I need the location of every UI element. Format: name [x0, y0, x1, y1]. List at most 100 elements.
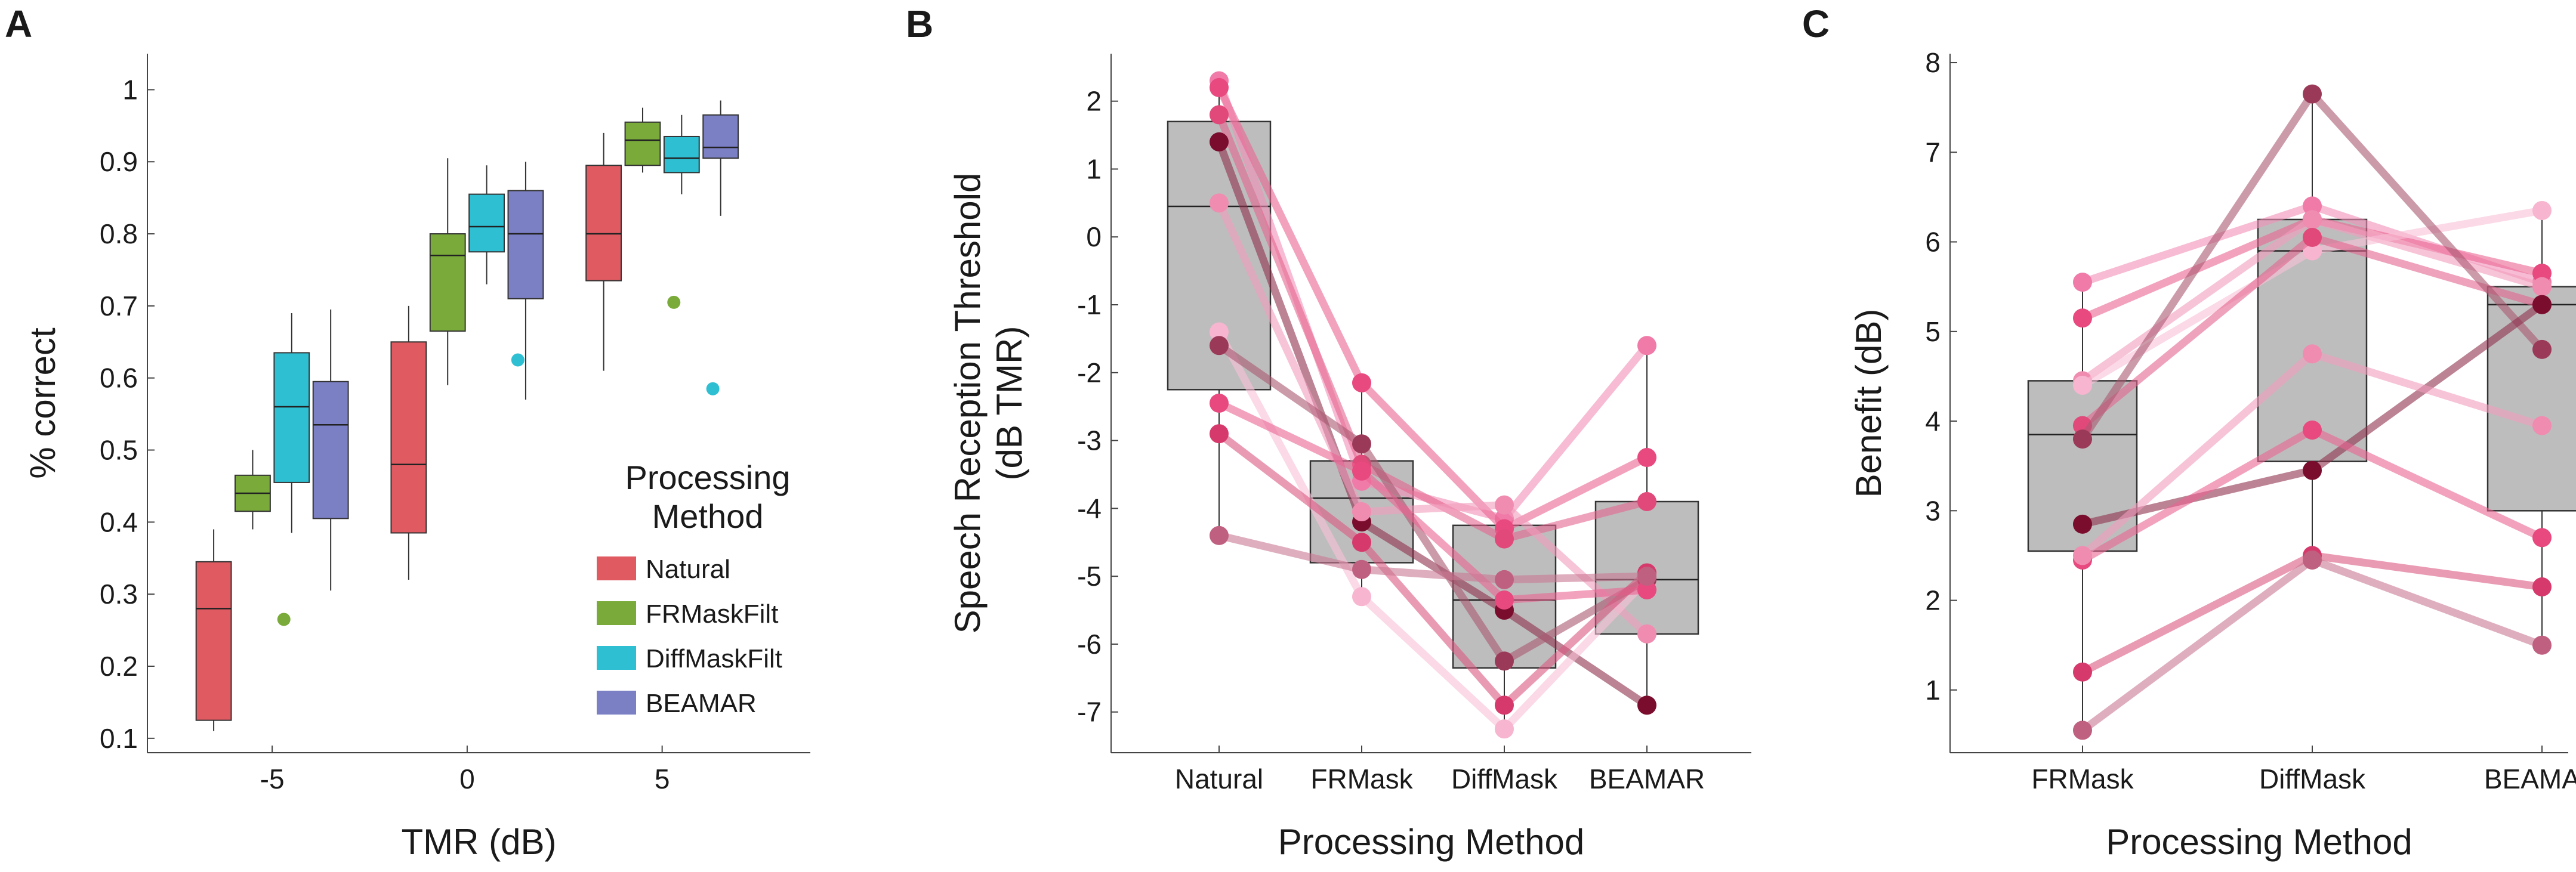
y-tick-label: 1: [1086, 153, 1102, 184]
subject-point: [1495, 651, 1514, 671]
y-tick-label: 0.6: [100, 363, 138, 394]
subject-point: [1210, 132, 1229, 151]
subject-line-s11: [2078, 556, 2546, 734]
subject-point: [1495, 590, 1514, 610]
subject-point: [2532, 295, 2552, 314]
subject-point: [2073, 308, 2092, 328]
box-natural: [585, 165, 622, 282]
box-natural: [195, 561, 232, 721]
box-diffmaskfilt: [273, 352, 310, 483]
subject-point: [2532, 577, 2552, 597]
box-beamar: [2486, 286, 2576, 512]
y-tick-label: 0.8: [100, 218, 138, 249]
x-tick-label: FRMask: [1310, 763, 1413, 794]
y-tick-label: 5: [1925, 316, 1941, 347]
panel-letter-b: B: [906, 2, 933, 45]
subject-point: [1210, 394, 1229, 413]
y-tick-label: 0.1: [100, 723, 138, 754]
panel-b-axes: 2 1 0 -1 -2 -3 -4 -5 -6 -7 Natural FRMask DiffMask BE…: [1077, 54, 1751, 794]
subject-point: [2303, 420, 2322, 440]
panel-c-axes: 1 2 3 4 5 6 7 8 FRMask DiffMask BEAMAR: [1925, 47, 2576, 794]
box-frmaskfilt: [429, 233, 466, 332]
legend-title-line-2: Method: [652, 497, 764, 535]
subject-point: [1210, 336, 1229, 355]
x-tick-label: 5: [655, 763, 670, 794]
subject-point: [2532, 416, 2552, 435]
y-tick-label: -7: [1077, 697, 1102, 728]
subject-point: [2303, 550, 2322, 570]
y-tick-label: 4: [1925, 406, 1941, 437]
panel-c-y-axis-label: Benefit (dB): [1849, 309, 1889, 498]
y-tick-label: 1: [1925, 675, 1941, 706]
legend-entry-beamar: BEAMAR: [646, 689, 757, 718]
outlier-point: [706, 382, 720, 395]
box-diffmaskfilt: [468, 193, 505, 253]
legend-entry-natural: Natural: [646, 555, 730, 584]
y-tick-label: 0.5: [100, 435, 138, 466]
box-beamar: [312, 381, 349, 520]
subject-point: [1352, 559, 1371, 579]
panel-letter-c: C: [1802, 2, 1830, 45]
subject-point: [2532, 277, 2552, 296]
x-tick-label: 0: [459, 763, 475, 794]
panel-b-y-axis-label-line-2: (dB TMR): [989, 326, 1029, 481]
subject-point: [2073, 375, 2092, 395]
panel-letter-a: A: [5, 2, 32, 45]
subject-point: [2073, 429, 2092, 449]
panel-a-boxes: [195, 100, 739, 731]
subject-point: [1352, 587, 1371, 607]
subject-point: [1352, 373, 1371, 392]
subject-point: [2073, 546, 2092, 565]
panel-a-x-axis-label: TMR (dB): [402, 822, 557, 862]
y-tick-label: 0.3: [100, 579, 138, 610]
subject-point: [2532, 528, 2552, 548]
y-tick-label: 7: [1925, 137, 1941, 168]
legend-title-line-1: Processing: [625, 459, 790, 496]
box-diffmaskfilt: [663, 135, 700, 174]
y-tick-label: -5: [1077, 561, 1102, 592]
panel-a-legend: Processing Method Natural FRMaskFilt DiffM…: [597, 459, 791, 718]
panel-c-chart: 1 2 3 4 5 6 7 8 FRMask DiffMask BEAMAR Processing …: [1849, 47, 2576, 862]
panel-b-y-axis-label-line-1: Speech Reception Threshold: [948, 173, 988, 634]
subject-point: [2303, 209, 2322, 229]
panel-c-subject-lines: [2073, 84, 2552, 740]
legend-swatch-frmaskfilt: [597, 601, 636, 625]
subject-point: [2532, 635, 2552, 655]
panel-a-y-axis-label: % correct: [23, 327, 63, 479]
subject-point: [1352, 533, 1371, 552]
subject-point: [1637, 336, 1656, 355]
legend-swatch-natural: [597, 556, 636, 580]
box-natural: [390, 341, 427, 534]
subject-point: [2303, 460, 2322, 480]
subject-point: [1210, 193, 1229, 213]
subject-point: [1637, 567, 1656, 586]
panel-b-chart: 2 1 0 -1 -2 -3 -4 -5 -6 -7 Natural FRMask DiffMask BE…: [948, 54, 1751, 862]
subject-point: [1210, 424, 1229, 444]
y-tick-label: -4: [1077, 493, 1102, 524]
subject-point: [1495, 695, 1514, 715]
outlier-point: [667, 295, 681, 309]
outlier-point: [511, 353, 525, 367]
y-tick-label: 0.4: [100, 506, 138, 537]
subject-point: [2303, 228, 2322, 248]
subject-line-s9: [1215, 429, 1651, 709]
subject-point: [1495, 570, 1514, 589]
subject-line-s3: [1215, 110, 1651, 543]
subject-point: [2532, 264, 2552, 283]
subject-line-s8: [1215, 399, 1651, 604]
y-tick-label: 3: [1925, 495, 1941, 526]
panel-a-chart: 0.1 0.2 0.3 0.4 0.5 0.6 0.7 0.8 0.9 1 -5 0 5 TMR (dB…: [23, 54, 810, 862]
panel-a-axes: 0.1 0.2 0.3 0.4 0.5 0.6 0.7 0.8 0.9 1 -5 0 5: [100, 54, 810, 794]
subject-point: [1210, 322, 1229, 342]
subject-line-s7: [1215, 341, 1651, 665]
x-tick-label: DiffMask: [1451, 763, 1558, 794]
subject-line-s10: [1215, 531, 1651, 584]
subject-point: [2303, 344, 2322, 364]
y-tick-label: 8: [1925, 47, 1941, 78]
subject-line-s5: [1215, 199, 1651, 638]
x-tick-label: BEAMAR: [1589, 763, 1705, 794]
legend-entry-diffmaskfilt: DiffMaskFilt: [646, 644, 782, 673]
outlier-point: [277, 613, 291, 626]
y-tick-label: -1: [1077, 289, 1102, 320]
